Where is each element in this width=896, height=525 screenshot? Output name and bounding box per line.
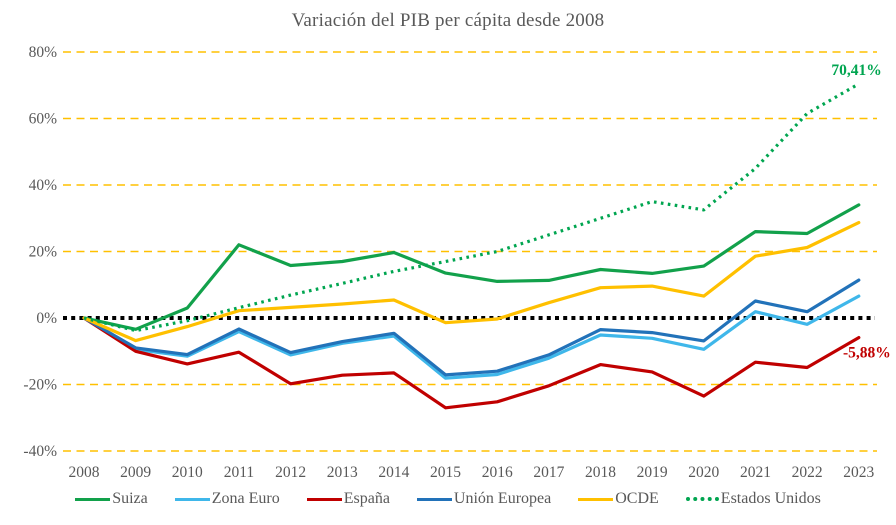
legend-line-sample-espa-a xyxy=(306,497,342,501)
x-tick-label: 2008 xyxy=(69,464,100,481)
x-tick-label: 2011 xyxy=(224,464,254,481)
legend-line-sample-estados-unidos xyxy=(685,497,719,501)
legend-line-sample-ocde xyxy=(578,497,614,501)
series-line-ocde xyxy=(82,221,861,343)
x-tick-label: 2021 xyxy=(740,464,771,481)
legend-label: Zona Euro xyxy=(211,490,280,507)
series-line-espa-a xyxy=(82,316,861,410)
y-tick-label: 60% xyxy=(29,111,58,128)
legend-line-sample-suiza xyxy=(75,497,111,501)
annotation-estados-unidos: 70,41% xyxy=(831,62,881,79)
series-line-zona-euro xyxy=(82,294,861,380)
x-tick-label: 2023 xyxy=(843,464,874,481)
x-tick-label: 2009 xyxy=(120,464,151,481)
series-line-uni-n-europea xyxy=(82,278,861,377)
y-tick-label: 20% xyxy=(29,244,58,261)
legend-item-suiza: Suiza xyxy=(75,490,148,508)
x-tick-label: 2022 xyxy=(792,464,823,481)
x-tick-label: 2014 xyxy=(378,464,409,481)
x-tick-label: 2019 xyxy=(637,464,668,481)
x-tick-label: 2016 xyxy=(482,464,513,481)
y-tick-label: 0% xyxy=(36,310,57,327)
legend-label: OCDE xyxy=(615,490,659,507)
x-tick-label: 2017 xyxy=(533,464,564,481)
x-tick-label: 2020 xyxy=(688,464,719,481)
legend-line-sample-zona-euro xyxy=(174,497,210,501)
x-tick-label: 2010 xyxy=(172,464,203,481)
chart-title: Variación del PIB per cápita desde 2008 xyxy=(291,10,605,31)
legend-label: Unión Europea xyxy=(453,490,552,507)
legend-item-espa-a: España xyxy=(306,490,390,508)
x-tick-label: 2013 xyxy=(327,464,358,481)
legend-item-estados-unidos: Estados Unidos xyxy=(685,490,821,508)
y-tick-label: 80% xyxy=(29,44,58,61)
x-tick-label: 2015 xyxy=(430,464,461,481)
chart-legend: Suiza Zona Euro España Unión Europea OCDE Est… xyxy=(0,490,896,508)
x-tick-label: 2012 xyxy=(275,464,306,481)
legend-label: Suiza xyxy=(112,490,148,507)
legend-line-sample-uni-n-europea xyxy=(416,497,452,501)
legend-item-zona-euro: Zona Euro xyxy=(174,490,280,508)
legend-label: España xyxy=(343,490,390,507)
y-tick-label: -20% xyxy=(23,377,57,394)
legend-label: Estados Unidos xyxy=(720,490,821,507)
y-tick-label: 40% xyxy=(29,177,58,194)
legend-item-ocde: OCDE xyxy=(578,490,659,508)
legend-item-uni-n-europea: Unión Europea xyxy=(416,490,552,508)
series-line-suiza xyxy=(82,203,861,331)
y-tick-label: -40% xyxy=(23,443,57,460)
x-tick-label: 2018 xyxy=(585,464,616,481)
annotation-espa-a: -5,88% xyxy=(843,345,891,362)
